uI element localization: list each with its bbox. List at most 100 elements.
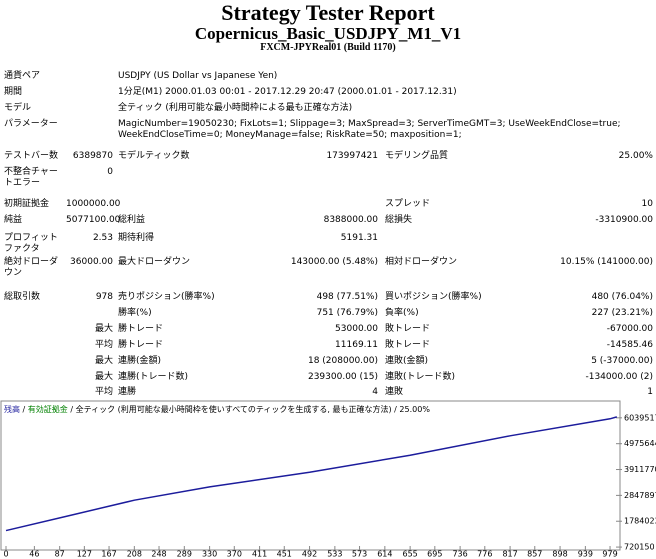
stat-value: -67000.00 [606,324,653,334]
x-tick-label: 46 [29,550,39,559]
stat-label: 勝率(%) [118,308,152,318]
stat-value: 6389870 [72,151,113,161]
stat-value: 5191.31 [340,233,378,243]
stat-value: -14585.46 [606,340,653,350]
y-tick-label: 2847897 [624,491,656,500]
stat-value: 173997421 [326,151,378,161]
balance-line [5,416,618,532]
stat-label: 勝トレード [118,340,164,350]
x-tick-label: 695 [427,550,442,559]
stat-value: 2.53 [92,233,113,243]
stat-value: 239300.00 (15) [307,372,378,382]
info-value: 全ティック (利用可能な最小時間枠による最も正確な方法) [118,103,353,113]
x-tick-label: 898 [552,550,567,559]
stat-value: 1 [647,387,653,397]
stat-value: 751 (76.79%) [316,308,378,318]
stat-label: プロフィットファクタ [4,233,58,254]
legend-model: 全ティック (利用可能な最小時間枠を使いすべてのティックを生成する, 最も正確な… [76,404,392,414]
stat-label: 不整合チャートエラー [4,167,58,188]
x-tick-label: 87 [55,550,65,559]
stat-value: -134000.00 (2) [585,372,653,382]
x-tick-label: 127 [77,550,92,559]
x-tick-label: 736 [452,550,467,559]
x-tick-label: 979 [602,550,617,559]
stat-label: 負率(%) [385,308,419,318]
stat-label: 連勝 [118,387,137,397]
stat-label: テストバー数 [4,151,59,161]
y-tick-label: 1784023 [624,517,656,526]
x-tick-label: 0 [3,550,8,559]
stat-value: 11169.11 [335,340,378,350]
stat-value: 平均 [94,387,113,397]
y-tick-label: 3911770 [624,465,656,474]
stat-label: 敗トレード [385,340,431,350]
stat-value: 480 (76.04%) [591,292,653,302]
x-tick-label: 451 [277,550,292,559]
x-tick-label: 573 [352,550,367,559]
stat-label: 総取引数 [4,292,41,302]
x-tick-label: 330 [202,550,217,559]
stat-label: 純益 [4,215,23,225]
stat-label: 絶対ドローダウン [4,257,59,278]
x-tick-label: 248 [151,550,166,559]
stat-value: 8388000.00 [323,215,378,225]
stat-value: 10.15% (141000.00) [560,257,653,267]
x-tick-label: 857 [527,550,542,559]
legend-balance: 残高 [4,404,20,414]
x-tick-label: 370 [227,550,242,559]
stat-label: モデリング品質 [385,151,449,161]
info-label: 期間 [4,87,23,97]
stat-label: 敗トレード [385,324,431,334]
x-tick-label: 776 [477,550,492,559]
stat-label: 連敗(トレード数) [385,372,456,382]
x-tick-label: 939 [578,550,593,559]
legend-separator: / [23,405,26,414]
y-tick-label: 720150 [624,543,655,552]
stat-value: 498 (77.51%) [316,292,378,302]
stat-value: 5 (-37000.00) [591,356,653,366]
stat-value: 4 [372,387,378,397]
stat-label: 勝トレード [118,324,164,334]
title: Strategy Tester Report [221,0,435,25]
stat-value: 10 [641,199,653,209]
x-tick-label: 289 [177,550,192,559]
stat-label: 連敗 [385,387,404,397]
stat-value: 平均 [94,340,113,350]
stat-label: 買いポジション(勝率%) [385,292,482,302]
x-tick-label: 208 [127,550,142,559]
info-value: USDJPY (US Dollar vs Japanese Yen) [118,71,278,81]
x-tick-label: 817 [502,550,517,559]
stat-label: 連勝(トレード数) [118,372,189,382]
stat-label: 最大ドローダウン [118,257,191,267]
stat-label: 期待利得 [118,233,155,243]
x-tick-label: 411 [252,550,267,559]
stat-label: スプレッド [385,199,431,209]
stat-value: 143000.00 (5.48%) [290,257,378,267]
stat-label: 連勝(金額) [118,356,162,366]
stat-label: 総利益 [118,215,146,225]
stat-label: 相対ドローダウン [385,257,458,267]
x-tick-label: 533 [327,550,342,559]
info-label: モデル [4,103,32,113]
stat-value: 978 [95,292,113,302]
info-label: 通貨ペア [4,71,41,81]
info-label: パラメーター [4,119,58,129]
plot-area [0,400,621,551]
x-tick-label: 614 [377,550,392,559]
stat-label: モデルティック数 [118,151,190,161]
stat-label: 売りポジション(勝率%) [118,292,215,302]
info-value: MagicNumber=19050230; FixLots=1; Slippag… [118,119,621,140]
legend: 残高 / 有効証拠金 / 全ティック (利用可能な最小時間枠を使いすべてのティッ… [4,404,430,414]
y-tick-label: 6039517 [624,413,656,422]
chart: 720150 1784023 2847897 3911770 4975644 603951… [0,400,656,559]
stat-label: 初期証拠金 [4,199,50,209]
legend-separator: / [394,405,397,414]
x-tick-label: 655 [402,550,417,559]
y-tick-label: 4975644 [624,439,656,448]
legend-quality: 25.00% [399,405,430,414]
stat-value: 5077100.00 [66,215,121,225]
stat-value: 36000.00 [70,257,113,267]
legend-equity: 有効証拠金 [28,404,68,414]
subtitle: Copernicus_Basic_USDJPY_M1_V1 [194,24,462,43]
